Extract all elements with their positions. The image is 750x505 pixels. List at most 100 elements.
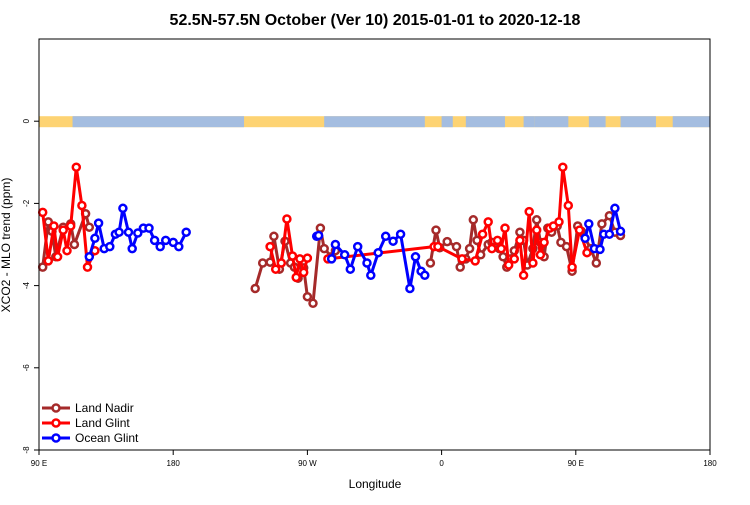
data-point [270, 264, 281, 274]
data-point [531, 215, 542, 225]
plot-frame [38, 38, 711, 451]
x-tick-label: 0 [439, 459, 444, 468]
data-point [442, 236, 452, 247]
data-point [597, 219, 607, 229]
x-axis: 90 E 180 90 W 0 90 E 180 [31, 450, 717, 468]
data-point [483, 217, 493, 227]
data-point [49, 221, 59, 231]
data-point [604, 229, 615, 239]
data-point [58, 225, 68, 235]
data-point [580, 233, 590, 244]
data-point [114, 227, 124, 237]
world-map-strip [39, 116, 710, 128]
data-point [373, 247, 383, 258]
data-point [591, 258, 602, 268]
data-point [181, 227, 191, 237]
map-ocean-band [523, 116, 535, 128]
data-point [380, 231, 391, 242]
y-tick-label: -2 [22, 199, 31, 207]
data-point [84, 222, 95, 232]
map-ocean-band [441, 116, 453, 128]
map-ocean-band [672, 116, 710, 128]
map-ocean-band [588, 116, 606, 128]
data-point [470, 256, 480, 266]
data-point [433, 241, 443, 252]
data-point [90, 233, 100, 244]
data-point [291, 272, 301, 283]
data-point [82, 262, 93, 272]
data-point [420, 270, 430, 281]
data-point [352, 241, 363, 252]
legend-label: Ocean Glint [75, 431, 139, 445]
data-point [149, 235, 160, 246]
data-point [133, 228, 143, 238]
chart-title: 52.5N-57.5N October (Ver 10) 2015-01-01 … [170, 12, 581, 29]
data-point [302, 253, 313, 263]
data-point [487, 243, 497, 254]
series-land-glint [37, 162, 592, 283]
series-ocean-glint [84, 203, 626, 294]
data-point [388, 236, 398, 246]
data-point [496, 243, 506, 254]
y-tick-label: 0 [22, 118, 31, 123]
data-point [269, 231, 279, 242]
data-point [615, 226, 626, 237]
data-point [257, 258, 268, 268]
data-point [455, 262, 465, 272]
data-point [302, 291, 313, 302]
data-point [265, 241, 275, 252]
data-point [52, 252, 63, 262]
data-point [93, 218, 104, 228]
y-tick-label: -6 [22, 364, 31, 372]
x-tick-label: 180 [703, 459, 717, 468]
data-point [282, 214, 292, 224]
data-point [326, 254, 337, 264]
data-point [127, 243, 137, 254]
map-ocean-band [534, 116, 569, 128]
data-point [37, 262, 48, 272]
x-tick-label: 180 [167, 459, 181, 468]
data-point [539, 237, 549, 248]
data-point [250, 283, 260, 294]
data-point [558, 162, 568, 172]
data-point [313, 230, 324, 241]
map-ocean-band [72, 116, 245, 128]
x-tick-label: 90 E [31, 459, 47, 468]
data-point [518, 270, 529, 281]
legend-marker [51, 433, 61, 443]
data-point [492, 235, 503, 246]
data-point [498, 252, 508, 262]
data-point [330, 239, 341, 250]
map-ocean-band [465, 116, 505, 128]
data-point [339, 250, 350, 260]
data-point [535, 250, 546, 260]
data-point [362, 258, 372, 268]
data-point [366, 270, 376, 281]
data-point [144, 223, 154, 233]
data-point [524, 206, 534, 217]
data-point [84, 252, 95, 262]
data-point [410, 252, 421, 262]
data-point [468, 215, 479, 225]
series-layer [37, 162, 626, 309]
legend-label: Land Nadir [75, 401, 134, 415]
data-point [610, 203, 620, 214]
data-point [584, 219, 594, 229]
data-point [395, 229, 406, 239]
data-point [118, 203, 128, 214]
data-point [582, 247, 592, 258]
data-point [563, 200, 574, 211]
data-point [451, 241, 462, 252]
data-point [503, 260, 514, 270]
data-point [123, 227, 134, 237]
data-point [531, 225, 542, 235]
legend-label: Land Glint [75, 416, 130, 430]
data-point [457, 254, 467, 264]
data-point [561, 241, 572, 252]
data-point [515, 235, 525, 246]
data-point [574, 225, 585, 235]
data-point [405, 283, 415, 294]
data-point [276, 258, 287, 268]
data-point [287, 251, 298, 261]
